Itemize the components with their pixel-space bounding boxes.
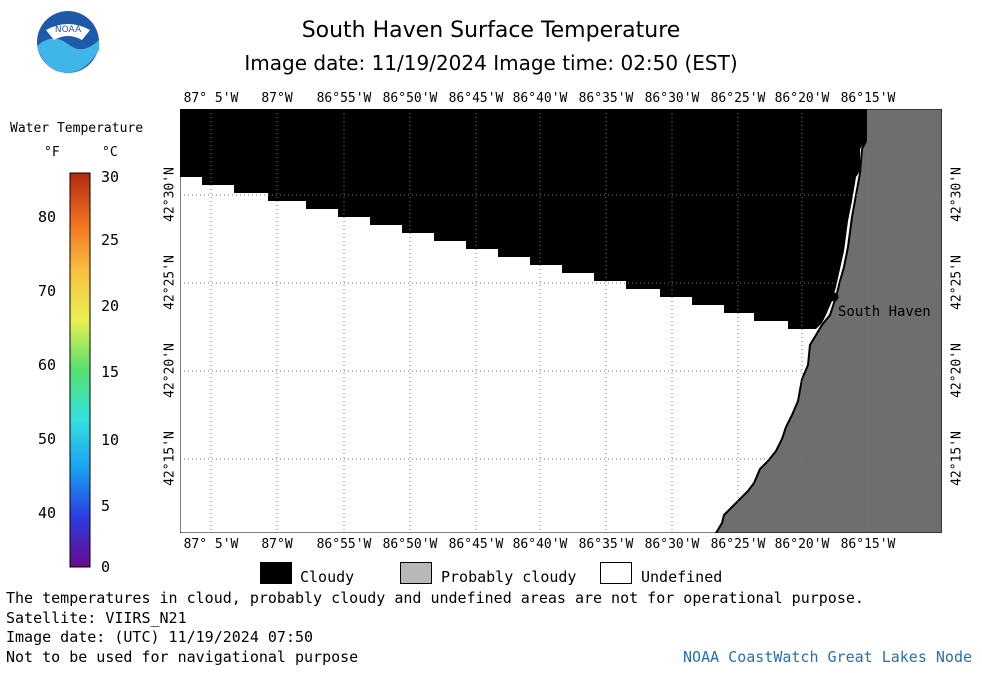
cloud-area [180,109,866,329]
lon-label-bottom: 86°55'W [316,537,372,552]
lon-label-bottom: 86°15'W [840,537,896,552]
lat-label-right: 42°25'N [949,255,965,310]
lat-label-right: 42°20'N [949,343,965,398]
lon-label-bottom: 86°45'W [448,537,504,552]
lon-label-top: 86°20'W [774,91,830,106]
legend-label-undefined: Undefined [641,568,723,586]
temperature-colorbar [69,172,91,568]
lon-label-top: 87° 5'W [183,91,239,106]
colorbar-tick-c: 15 [101,363,120,381]
colorbar-tick-c: 5 [101,497,111,515]
lon-label-top: 86°25'W [710,91,766,106]
lon-label-top: 86°40'W [512,91,568,106]
lon-label-top: 86°15'W [840,91,896,106]
footer-utc-date: Image date: (UTC) 11/19/2024 07:50 [6,628,314,646]
noaa-logo-icon: NOAA [37,11,99,73]
coastline [715,109,867,533]
footer-credit: NOAA CoastWatch Great Lakes Node [683,648,972,666]
lon-label-top: 87°W [261,91,293,106]
footer-nav-warning: Not to be used for navigational purpose [6,648,359,666]
legend-swatch-cloudy [260,562,292,584]
colorbar-tick-c: 20 [101,297,120,315]
footer-note: The temperatures in cloud, probably clou… [6,589,864,607]
lon-label-bottom: 86°30'W [644,537,700,552]
lon-label-top: 86°35'W [578,91,634,106]
lon-label-bottom: 86°40'W [512,537,568,552]
lat-label-left: 42°20'N [162,343,178,398]
lon-label-bottom: 87° 5'W [183,537,239,552]
colorbar-tick-f: 40 [38,504,57,522]
logo-text: NOAA [55,25,82,35]
colorbar-tick-c: 10 [101,431,120,449]
lon-label-bottom: 86°50'W [382,537,438,552]
lat-label-left: 42°15'N [162,431,178,486]
colorbar-tick-c: 30 [101,168,120,186]
lon-label-top: 86°50'W [382,91,438,106]
colorbar-unit-f: °F [44,145,60,160]
lon-label-bottom: 86°35'W [578,537,634,552]
city-label: South Haven [838,304,931,320]
page-title: South Haven Surface Temperature [301,18,681,43]
lon-label-top: 86°30'W [644,91,700,106]
colorbar-tick-f: 50 [38,430,57,448]
lat-label-left: 42°25'N [162,255,178,310]
colorbar-tick-f: 70 [38,282,57,300]
colorbar-tick-f: 60 [38,356,57,374]
legend-swatch-probably-cloudy [400,562,432,584]
legend-label-probably-cloudy: Probably cloudy [441,568,577,586]
colorbar-tick-f: 80 [38,208,57,226]
lon-label-bottom: 86°25'W [710,537,766,552]
image-datetime: Image date: 11/19/2024 Image time: 02:50… [244,51,738,75]
coastline-white [711,344,807,533]
city-marker [829,292,839,302]
land-area [716,109,942,533]
footer-satellite: Satellite: VIIRS_N21 [6,609,187,627]
lat-label-left: 42°30'N [162,167,178,222]
lat-label-right: 42°30'N [949,167,965,222]
lon-label-top: 86°55'W [316,91,372,106]
colorbar-tick-c: 0 [101,558,111,576]
lon-label-top: 86°45'W [448,91,504,106]
lat-label-right: 42°15'N [949,431,965,486]
colorbar-tick-c: 25 [101,231,120,249]
legend-swatch-undefined [600,562,632,584]
lon-label-bottom: 87°W [261,537,293,552]
legend-label-cloudy: Cloudy [300,568,355,586]
colorbar-title: Water Temperature [10,121,144,136]
colorbar-unit-c: °C [102,145,118,160]
lon-label-bottom: 86°20'W [774,537,830,552]
temperature-map: South Haven [180,109,942,533]
graticule [180,109,942,533]
